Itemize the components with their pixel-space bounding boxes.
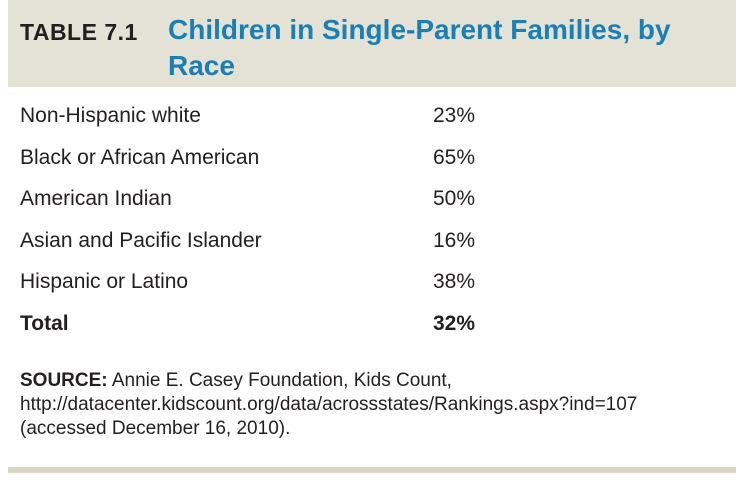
table-title: Children in Single-Parent Families, by R… <box>168 14 671 81</box>
row-label: Asian and Pacific Islander <box>20 228 262 252</box>
row-value: 23% <box>432 104 475 127</box>
table-header: TABLE 7.1 Children in Single-Parent Fami… <box>8 0 736 87</box>
table-body: Non-Hispanic white 23% Black or African … <box>20 95 720 344</box>
total-label: Total <box>20 311 69 335</box>
table-number: TABLE 7.1 <box>20 19 138 45</box>
row-label: Black or African American <box>20 145 260 169</box>
bottom-rule <box>8 467 736 473</box>
source-note: SOURCE: Annie E. Casey Foundation, Kids … <box>20 369 710 441</box>
row-label: American Indian <box>20 187 172 210</box>
row-label: Hispanic or Latino <box>20 270 189 293</box>
row-value: 16% <box>432 228 475 252</box>
total-row: Total 32% <box>20 303 720 345</box>
total-value: 32% <box>432 311 475 335</box>
source-text: Annie E. Casey Foundation, Kids Count, h… <box>20 370 638 439</box>
row-label: Non-Hispanic white <box>20 104 201 127</box>
source-label: SOURCE: <box>20 370 108 391</box>
table-row: Asian and Pacific Islander 16% <box>20 220 720 262</box>
table-row: Hispanic or Latino 38% <box>20 261 720 303</box>
row-value: 38% <box>432 270 475 293</box>
table-row: Black or African American 65% <box>20 137 720 179</box>
row-value: 65% <box>432 145 475 169</box>
table-row: American Indian 50% <box>20 178 720 220</box>
row-value: 50% <box>432 187 475 210</box>
table-row: Non-Hispanic white 23% <box>20 95 720 137</box>
